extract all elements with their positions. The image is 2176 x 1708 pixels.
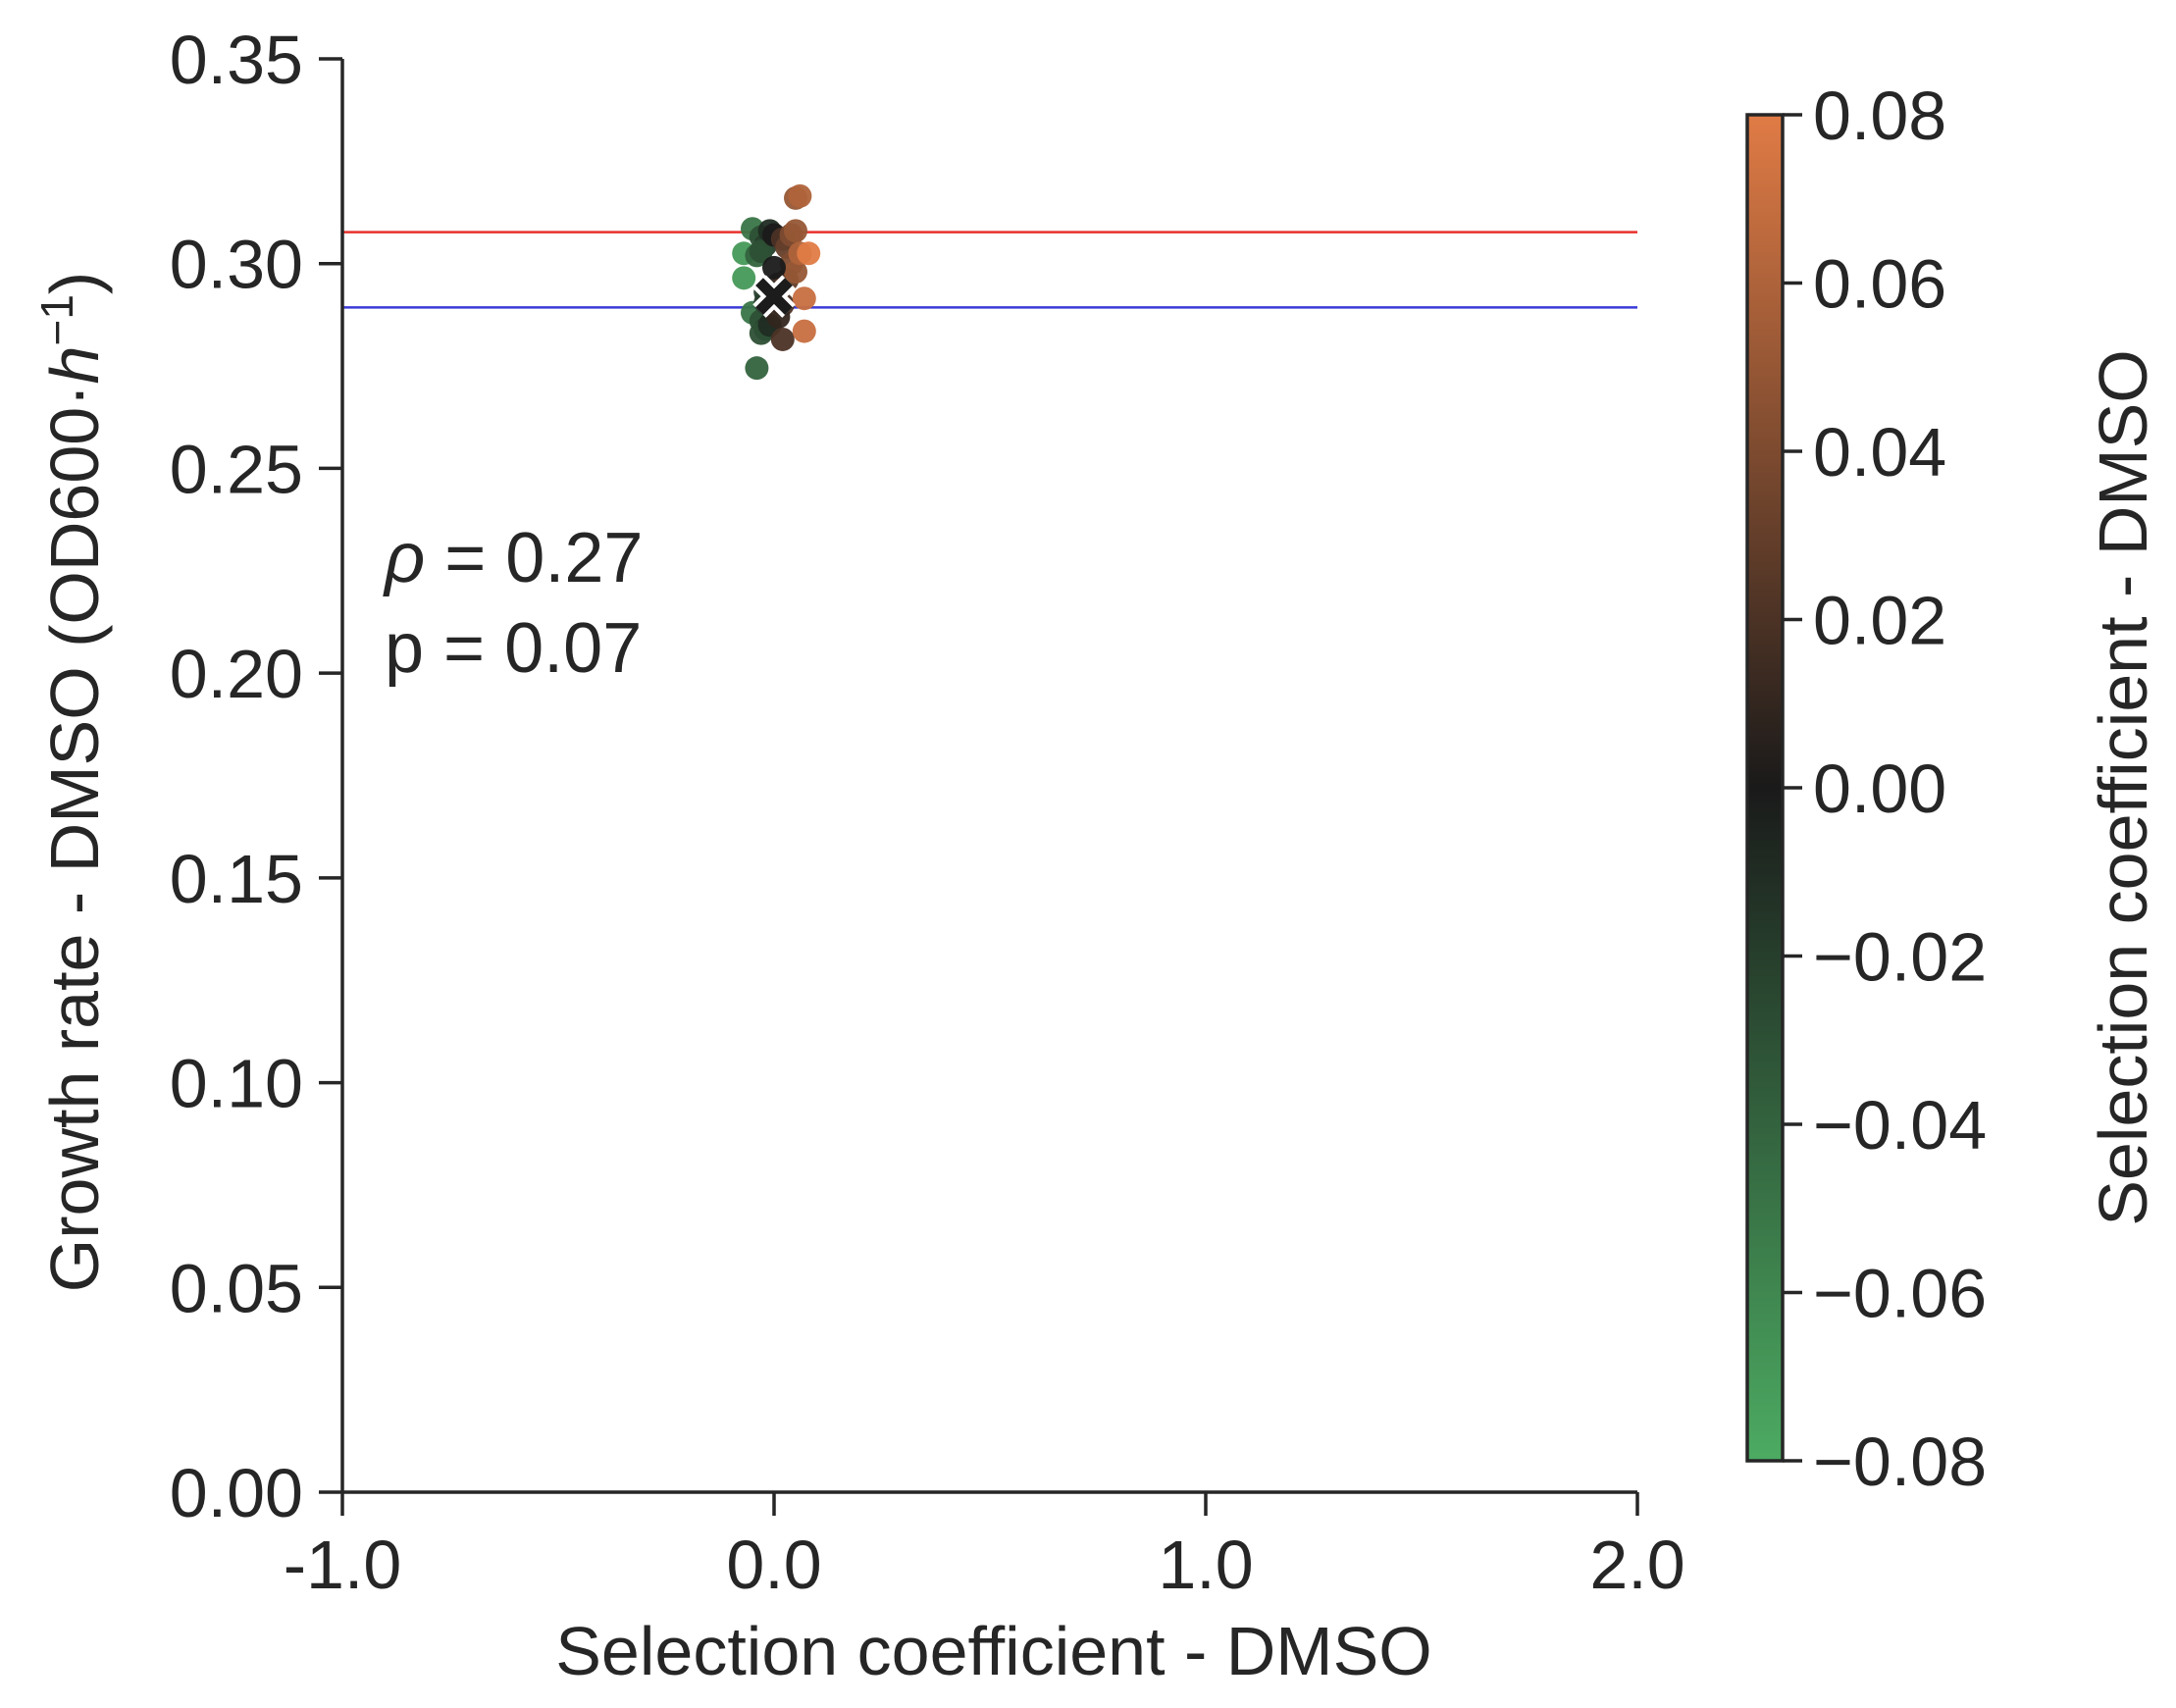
colorbar-tick-label: −0.04 <box>1813 1087 1987 1164</box>
x-axis-ticks: -1.0 0.0 1.0 2.0 <box>284 1492 1685 1603</box>
colorbar-tick-label: −0.06 <box>1813 1256 1987 1332</box>
data-point <box>784 219 807 243</box>
data-point <box>732 266 756 290</box>
colorbar-tick-label: 0.08 <box>1813 78 1946 154</box>
data-point <box>797 241 821 266</box>
colorbar-tick-label: 0.00 <box>1813 750 1946 827</box>
colorbar-label: Selection coefficient - DMSO <box>2085 349 2161 1226</box>
colorbar-tick-label: 0.02 <box>1813 583 1946 659</box>
y-axis-ticks: 0.00 0.05 0.10 0.15 0.20 0.25 0.30 0.35 <box>170 22 342 1531</box>
data-point <box>788 183 812 208</box>
y-axis-label-exponent: −1 <box>31 294 82 345</box>
x-axis-label: Selection coefficient - DMSO <box>555 1613 1432 1689</box>
colorbar: −0.08 −0.06 −0.04 −0.02 0.00 0.02 0.04 0.06 0.08… <box>1745 78 2161 1500</box>
y-tick-label: 0.05 <box>170 1250 303 1326</box>
data-points <box>732 183 821 381</box>
colorbar-ticks: −0.08 −0.06 −0.04 −0.02 0.00 0.02 0.04 0.06 0.08 <box>1783 78 1987 1500</box>
x-tick-label: 0.0 <box>726 1527 821 1603</box>
y-tick-label: 0.15 <box>170 841 303 917</box>
rho-value: = 0.27 <box>425 519 643 597</box>
x-tick-label: -1.0 <box>284 1527 402 1603</box>
y-tick-label: 0.25 <box>170 431 303 507</box>
colorbar-tick-label: 0.04 <box>1813 414 1946 491</box>
data-point <box>762 255 786 280</box>
y-tick-label: 0.35 <box>170 22 303 98</box>
x-tick-label: 1.0 <box>1158 1527 1253 1603</box>
colorbar-gradient <box>1745 113 1785 1463</box>
highlight-marker-x <box>755 278 793 315</box>
rho-symbol: ρ <box>383 519 425 597</box>
y-tick-label: 0.20 <box>170 636 303 712</box>
y-axis-label-unit: h <box>36 346 113 385</box>
y-axis-label: Growth rate - DMSO (OD600·h−1) <box>31 272 113 1292</box>
data-point <box>749 239 773 264</box>
data-point <box>792 286 816 311</box>
y-axis-label-main: Growth rate - DMSO (OD600· <box>36 384 113 1292</box>
correlation-rho: ρ = 0.27 <box>383 519 643 597</box>
y-axis-label-close: ) <box>36 272 113 294</box>
data-point <box>770 327 795 351</box>
data-point <box>784 260 807 285</box>
y-tick-label: 0.30 <box>170 227 303 303</box>
correlation-p-value: p = 0.07 <box>385 609 642 688</box>
highlight-marker <box>752 275 796 318</box>
colorbar-tick-label: 0.06 <box>1813 246 1946 323</box>
y-tick-label: 0.10 <box>170 1046 303 1122</box>
x-tick-label: 2.0 <box>1589 1527 1684 1603</box>
reference-lines <box>342 231 1637 309</box>
data-point <box>745 356 769 381</box>
colorbar-tick-label: −0.08 <box>1813 1423 1987 1500</box>
colorbar-tick-label: −0.02 <box>1813 919 1987 996</box>
axes: -1.0 0.0 1.0 2.0 0.000.050.100.150.200.250.… <box>170 22 1685 1603</box>
data-point <box>792 319 816 343</box>
y-tick-label: 0.00 <box>170 1455 303 1531</box>
